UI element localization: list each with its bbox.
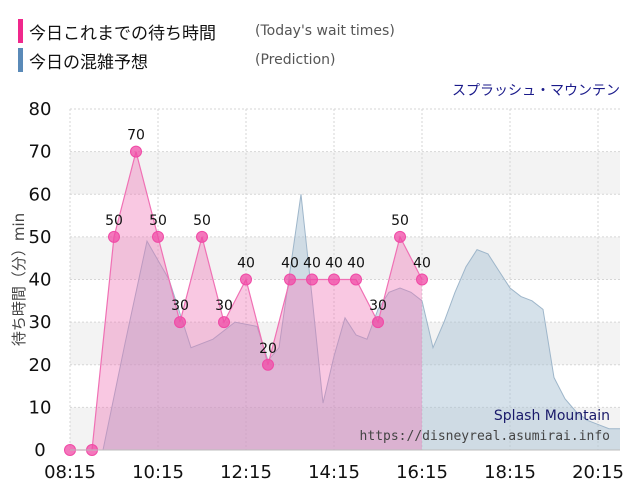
wait-time-point[interactable] [174,316,186,329]
plot-band [70,407,620,450]
wait-time-data-label: 50 [105,213,123,229]
wait-time-data-label: 40 [413,256,431,272]
wait-time-data-label: 40 [281,256,299,272]
plot-band [70,364,620,408]
y-tick-label: 40 [29,270,52,291]
wait-time-point[interactable] [394,230,406,243]
legend-prediction: 今日の混雑予想 (Prediction) [18,47,335,73]
wait-time-data-label: 50 [149,213,167,229]
y-tick-label: 0 [34,440,45,461]
plot-band [70,109,620,152]
wait-time-point[interactable] [130,145,142,158]
wait-time-data-label: 30 [369,298,387,314]
wait-time-point[interactable] [108,230,120,243]
x-tick-label: 14:15 [308,462,360,483]
x-tick-label: 20:15 [572,462,624,483]
legend-prediction-note: (Prediction) [255,52,336,68]
wait-time-point[interactable] [416,273,428,286]
x-tick-label: 10:15 [132,462,184,483]
y-tick-label: 30 [29,312,52,333]
legend-swatch-wait [18,19,23,43]
y-tick-label: 80 [29,99,52,120]
wait-time-data-label: 40 [347,256,365,272]
wait-time-point[interactable] [262,358,274,371]
plot-band [70,236,620,280]
wait-time-point[interactable] [196,230,208,243]
plot-band [70,194,620,237]
prediction-area [103,194,620,450]
legend-swatch-prediction [18,48,23,72]
plot-band [70,279,620,323]
x-tick-label: 18:15 [484,462,536,483]
wait-time-data-label: 50 [193,213,211,229]
wait-time-point[interactable] [372,316,384,329]
wait-time-point[interactable] [218,316,230,329]
x-tick-label: 16:15 [396,462,448,483]
wait-time-data-label: 70 [127,128,145,144]
wait-time-point[interactable] [328,273,340,286]
y-tick-label: 60 [29,184,52,205]
y-tick-label: 10 [29,397,52,418]
wait-time-point[interactable] [306,273,318,286]
wait-time-data-label: 30 [171,298,189,314]
wait-time-data-label: 30 [215,298,233,314]
wait-time-point[interactable] [240,273,252,286]
prediction-line [102,194,620,451]
x-tick-label: 08:15 [44,462,96,483]
wait-time-data-label: 40 [325,256,343,272]
watermark-name: Splash Mountain [494,408,610,424]
wait-time-data-label: 20 [259,341,277,357]
x-tick-label: 12:15 [220,462,272,483]
y-tick-label: 70 [29,142,52,163]
wait-time-point[interactable] [152,230,164,243]
legend-prediction-label: 今日の混雑予想 [29,52,148,73]
y-tick-label: 50 [29,227,52,248]
plot-band [70,322,620,365]
watermark-url: https://disneyreal.asumirai.info [360,429,610,444]
wait-time-data-label: 50 [391,213,409,229]
wait-time-data-label: 40 [303,256,321,272]
y-tick-label: 20 [29,355,52,376]
plot-band [70,151,620,195]
legend-wait-times: 今日これまでの待ち時間 (Today's wait times) [18,18,395,44]
wait-time-point[interactable] [284,273,296,286]
wait-times-area [70,151,422,450]
attraction-name-jp: スプラッシュ・マウンテン [452,83,620,99]
y-axis-title: 待ち時間（分）min [10,213,28,346]
legend-wait-note: (Today's wait times) [255,23,395,39]
legend-wait-label: 今日これまでの待ち時間 [29,23,216,44]
wait-time-point[interactable] [350,273,362,286]
wait-time-data-label: 40 [237,256,255,272]
